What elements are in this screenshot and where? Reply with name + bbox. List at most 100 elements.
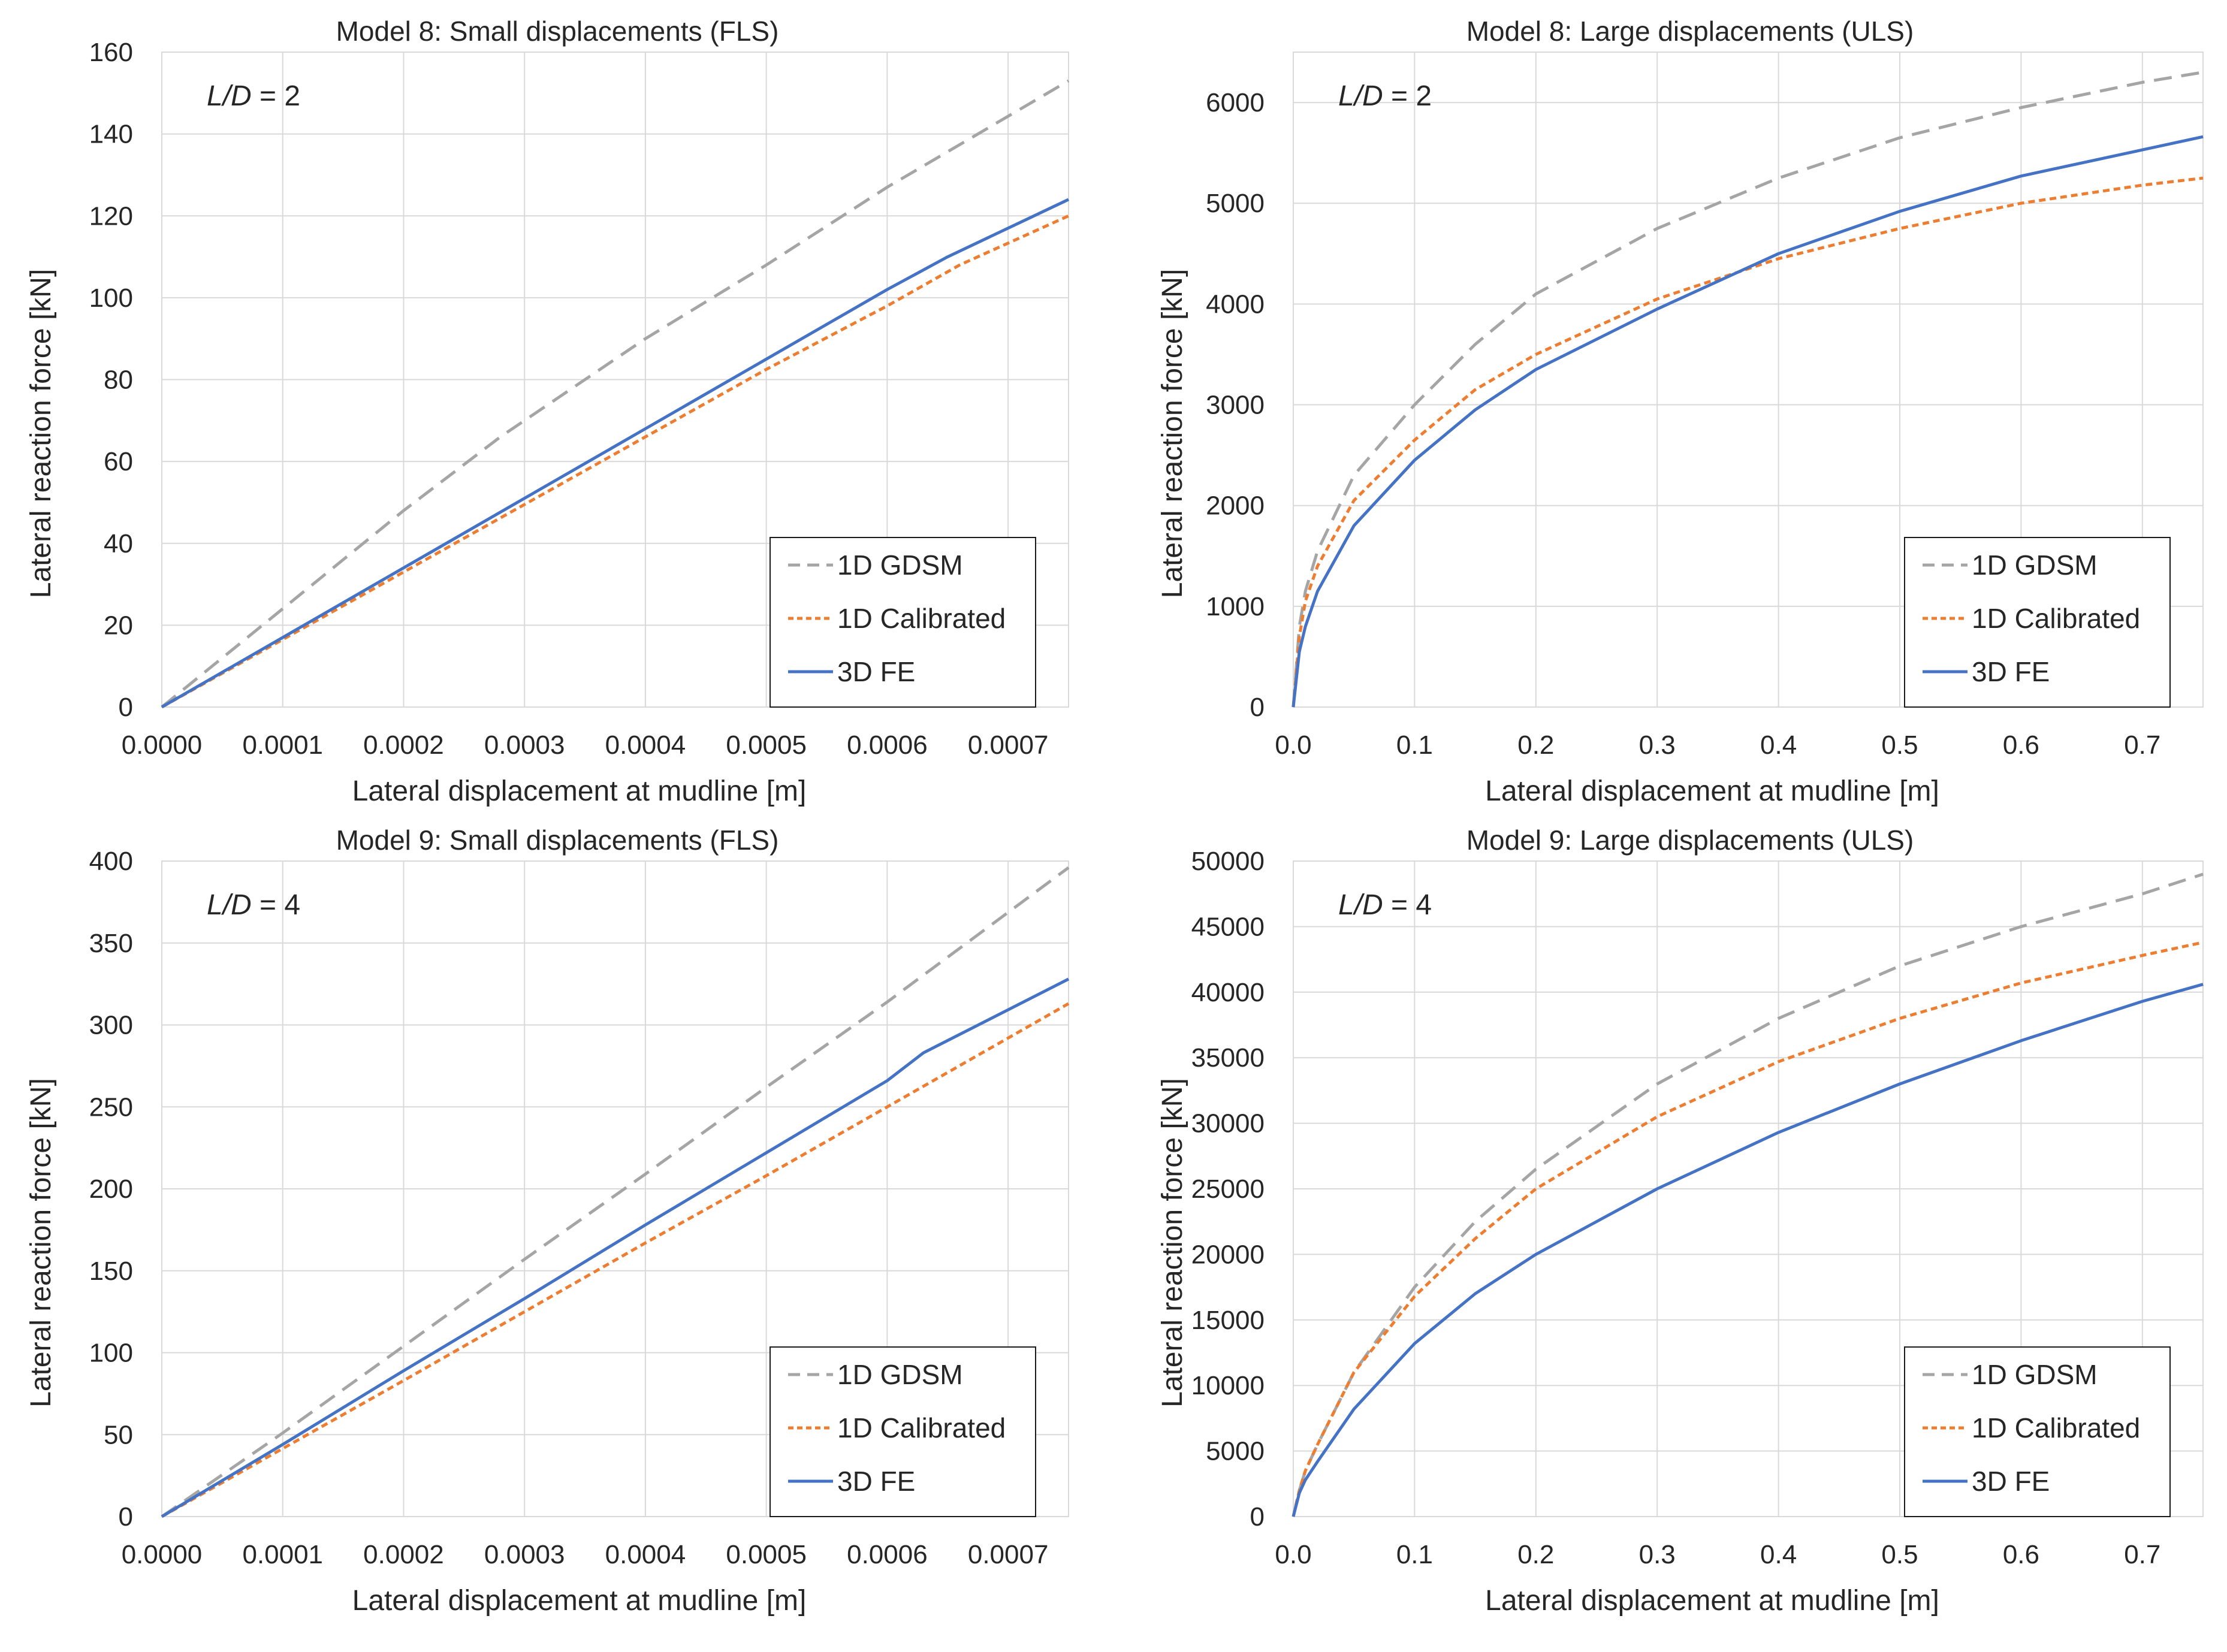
y-tick-label: 0 xyxy=(119,693,133,722)
legend-label: 3D FE xyxy=(1972,1466,2050,1497)
series-line-gdsm xyxy=(1291,71,2204,708)
y-tick-label: 50000 xyxy=(1191,847,1265,876)
y-tick-label: 0 xyxy=(1250,693,1265,722)
y-tick-label: 250 xyxy=(89,1092,133,1122)
y-tick-label: 4000 xyxy=(1206,289,1265,319)
x-tick-label: 0.0003 xyxy=(484,730,565,760)
y-tick-label: 60 xyxy=(104,447,133,476)
y-axis-label: Lateral reaction force [kN] xyxy=(1157,269,1188,599)
legend: 1D GDSM 1D Calibrated 3D FE xyxy=(1904,537,2171,708)
ld-ratio-annotation: L/D = 2 xyxy=(1338,80,1432,112)
chart-title: Model 8: Large displacements (ULS) xyxy=(1466,16,1914,47)
panel-m9-large: 0 5000 10000 15000 20000 25000 30000 35000 40000… xyxy=(1157,825,2204,1617)
ld-ratio-symbol: L/D xyxy=(207,80,252,112)
series-line-fe xyxy=(161,977,1070,1518)
series-line-gdsm xyxy=(161,866,1070,1518)
y-tick-label: 50 xyxy=(104,1420,133,1449)
y-tick-label: 120 xyxy=(89,201,133,231)
series-line-gdsm xyxy=(1291,872,2204,1517)
x-tick-label: 0.4 xyxy=(1760,730,1797,760)
legend-label: 3D FE xyxy=(837,656,915,687)
legend-label: 1D GDSM xyxy=(1972,1359,2098,1390)
y-tick-label: 80 xyxy=(104,366,133,395)
series-line-fe xyxy=(1291,983,2204,1517)
x-tick-label: 0.6 xyxy=(2003,730,2039,760)
x-tick-label: 0.3 xyxy=(1639,1540,1676,1569)
y-tick-label: 300 xyxy=(89,1011,133,1040)
chart-title: Model 9: Large displacements (ULS) xyxy=(1466,825,1914,856)
y-tick-label: 3000 xyxy=(1206,391,1265,420)
x-tick-label: 0.0002 xyxy=(363,730,444,760)
y-tick-label: 35000 xyxy=(1191,1043,1265,1073)
y-axis-label: Lateral reaction force [kN] xyxy=(25,269,57,599)
y-tick-label: 200 xyxy=(89,1174,133,1204)
legend-label: 1D Calibrated xyxy=(837,1412,1006,1443)
y-tick-label: 40000 xyxy=(1191,978,1265,1007)
x-tick-label: 0.4 xyxy=(1760,1540,1797,1569)
legend-label: 1D Calibrated xyxy=(1972,1412,2140,1443)
plot-area xyxy=(161,52,1069,708)
x-tick-label: 0.3 xyxy=(1639,730,1676,760)
x-tick-label: 0.5 xyxy=(1881,730,1918,760)
x-tick-label: 0.1 xyxy=(1396,730,1433,760)
y-tick-label: 25000 xyxy=(1191,1174,1265,1204)
ld-ratio-annotation: L/D = 4 xyxy=(207,889,300,921)
plot-area xyxy=(161,860,1069,1517)
legend-label: 1D Calibrated xyxy=(1972,603,2140,634)
y-tick-label: 100 xyxy=(89,283,133,313)
ld-ratio-symbol: L/D xyxy=(1338,80,1383,112)
legend: 1D GDSM 1D Calibrated 3D FE xyxy=(770,537,1036,708)
x-axis-label: Lateral displacement at mudline [m] xyxy=(1485,1585,1939,1617)
x-tick-label: 0.0005 xyxy=(726,1540,807,1569)
series-line-calibrated xyxy=(161,215,1070,709)
ld-ratio-value: = 2 xyxy=(1383,80,1432,112)
y-tick-label: 45000 xyxy=(1191,912,1265,941)
x-tick-label: 0.6 xyxy=(2003,1540,2039,1569)
x-tick-label: 0.0007 xyxy=(968,1540,1049,1569)
y-tick-label: 5000 xyxy=(1206,189,1265,218)
y-tick-label: 5000 xyxy=(1206,1437,1265,1466)
x-tick-label: 0.0005 xyxy=(726,730,807,760)
x-axis-label: Lateral displacement at mudline [m] xyxy=(352,1585,807,1617)
x-tick-label: 0.0001 xyxy=(242,730,323,760)
ld-ratio-value: = 4 xyxy=(1383,889,1432,921)
panel-m9-small: 0 50 100 150 200 250 300 350 400 0.0000 0.0001 0.00… xyxy=(25,825,1070,1617)
x-tick-label: 0.7 xyxy=(2124,730,2160,760)
x-tick-label: 0.0004 xyxy=(605,730,686,760)
ld-ratio-value: = 2 xyxy=(252,80,300,112)
x-axis-label: Lateral displacement at mudline [m] xyxy=(352,775,807,807)
x-tick-label: 0.0 xyxy=(1275,730,1311,760)
ld-ratio-annotation: L/D = 4 xyxy=(1338,889,1432,921)
ld-ratio-symbol: L/D xyxy=(207,889,252,921)
legend: 1D GDSM 1D Calibrated 3D FE xyxy=(770,1346,1036,1517)
x-tick-label: 0.0007 xyxy=(968,730,1049,760)
y-tick-label: 1000 xyxy=(1206,592,1265,621)
series-line-fe xyxy=(161,198,1070,709)
x-tick-label: 0.2 xyxy=(1517,1540,1554,1569)
legend: 1D GDSM 1D Calibrated 3D FE xyxy=(1904,1346,2171,1517)
legend-label: 1D GDSM xyxy=(837,549,963,581)
chart-title: Model 8: Small displacements (FLS) xyxy=(336,16,779,47)
ld-ratio-symbol: L/D xyxy=(1338,889,1383,921)
ld-ratio-annotation: L/D = 2 xyxy=(207,80,300,112)
x-tick-label: 0.0000 xyxy=(122,1540,203,1569)
y-tick-label: 30000 xyxy=(1191,1109,1265,1138)
x-tick-label: 0.1 xyxy=(1396,1540,1433,1569)
y-tick-label: 10000 xyxy=(1191,1371,1265,1400)
x-tick-label: 0.0003 xyxy=(484,1540,565,1569)
x-tick-label: 0.5 xyxy=(1881,1540,1918,1569)
y-tick-label: 140 xyxy=(89,120,133,149)
x-tick-label: 0.0004 xyxy=(605,1540,686,1569)
y-tick-label: 0 xyxy=(1250,1502,1265,1532)
chart-title: Model 9: Small displacements (FLS) xyxy=(336,825,779,856)
legend-label: 3D FE xyxy=(1972,656,2050,687)
panel-m8-small: 0 20 40 60 80 100 120 140 160 0.0000 0.0001 0.0002 0… xyxy=(25,16,1070,807)
y-tick-label: 160 xyxy=(89,38,133,67)
legend-label: 1D GDSM xyxy=(1972,549,2098,581)
x-tick-label: 0.0000 xyxy=(122,730,203,760)
y-tick-label: 350 xyxy=(89,929,133,958)
legend-label: 1D Calibrated xyxy=(837,603,1006,634)
x-tick-label: 0.2 xyxy=(1517,730,1554,760)
plot-area xyxy=(1293,860,2204,1517)
